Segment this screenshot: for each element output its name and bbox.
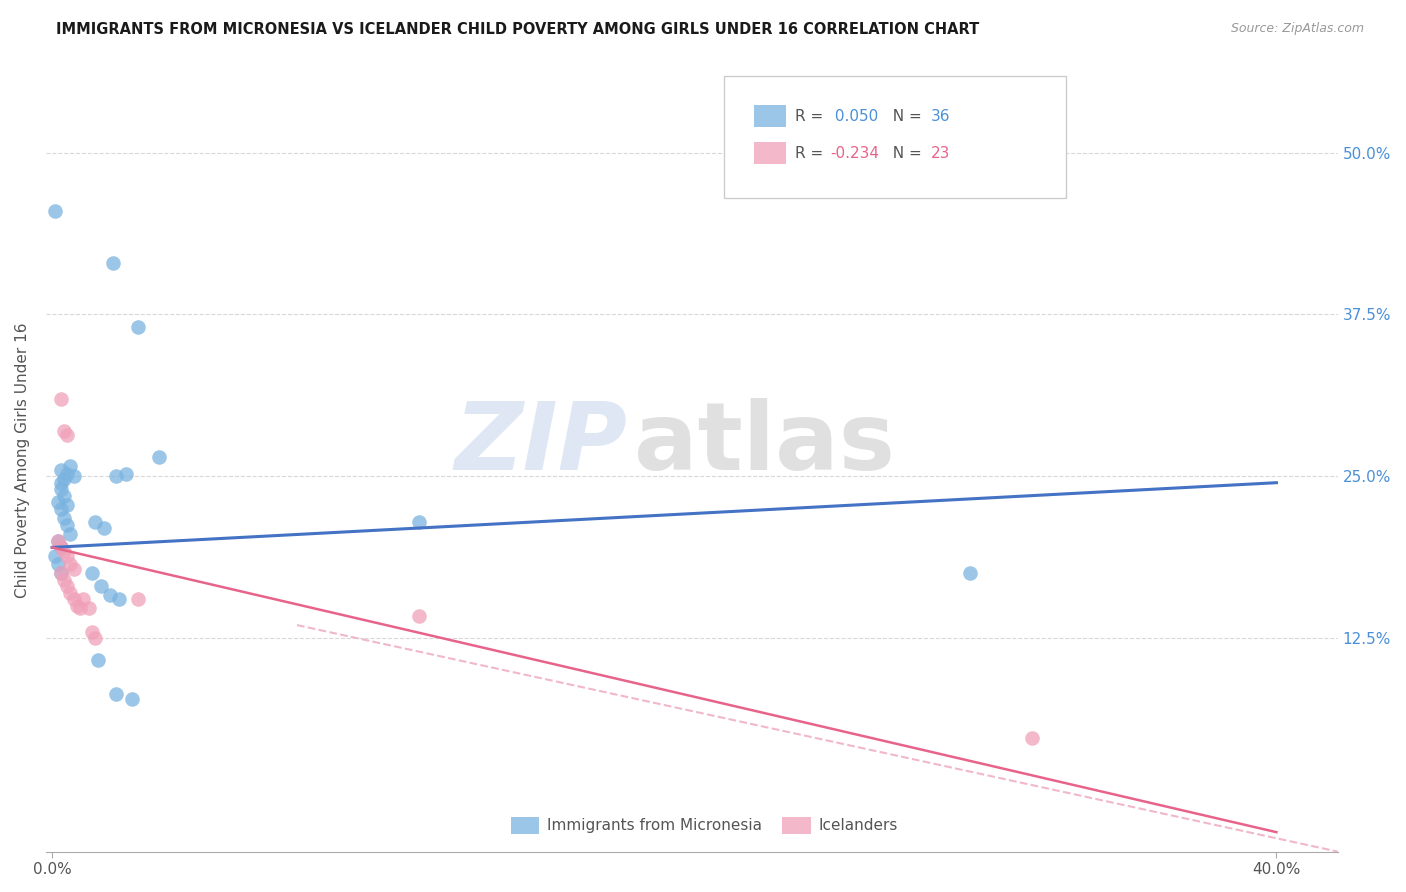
Point: [59, 527, 82, 541]
Point: [65, 599, 87, 613]
Point: [51, 541, 73, 555]
Point: [51, 566, 73, 581]
Point: [51, 463, 73, 477]
Point: [87, 653, 110, 667]
Point: [46, 558, 69, 572]
Text: ZIP: ZIP: [454, 399, 627, 491]
Point: [62, 592, 84, 607]
Point: [84, 515, 107, 529]
Y-axis label: Child Poverty Among Girls Under 16: Child Poverty Among Girls Under 16: [15, 322, 30, 598]
Text: N =: N =: [883, 109, 927, 124]
Point: [77, 601, 100, 615]
Point: [84, 631, 107, 645]
Point: [114, 467, 136, 481]
Point: [46, 495, 69, 509]
Text: 36: 36: [931, 109, 950, 124]
Point: [46, 533, 69, 548]
Point: [56, 467, 79, 481]
Text: -0.234: -0.234: [830, 145, 879, 161]
Point: [51, 482, 73, 496]
Point: [69, 601, 91, 615]
Point: [103, 255, 125, 269]
Point: [44, 549, 66, 564]
Text: IMMIGRANTS FROM MICRONESIA VS ICELANDER CHILD POVERTY AMONG GIRLS UNDER 16 CORRE: IMMIGRANTS FROM MICRONESIA VS ICELANDER …: [56, 22, 980, 37]
Point: [53, 544, 76, 558]
Point: [53, 489, 76, 503]
Point: [72, 592, 94, 607]
Point: [105, 687, 128, 701]
Point: [1021, 731, 1043, 745]
Point: [51, 541, 73, 555]
Point: [53, 573, 76, 587]
Point: [108, 592, 131, 607]
Point: [53, 510, 76, 524]
FancyBboxPatch shape: [782, 817, 811, 834]
Point: [959, 566, 981, 581]
Point: [59, 585, 82, 599]
Point: [51, 501, 73, 516]
Point: [148, 450, 170, 464]
Point: [80, 624, 103, 639]
Text: Source: ZipAtlas.com: Source: ZipAtlas.com: [1230, 22, 1364, 36]
Point: [53, 472, 76, 486]
Point: [105, 469, 128, 483]
FancyBboxPatch shape: [510, 817, 540, 834]
Text: R =: R =: [796, 145, 828, 161]
Point: [62, 469, 84, 483]
Point: [80, 566, 103, 581]
Point: [56, 498, 79, 512]
Point: [127, 592, 149, 607]
Point: [56, 427, 79, 442]
Point: [59, 458, 82, 473]
Point: [408, 609, 430, 624]
Text: 0.050: 0.050: [830, 109, 879, 124]
Point: [51, 475, 73, 490]
Point: [46, 533, 69, 548]
Point: [51, 392, 73, 406]
Point: [56, 549, 79, 564]
Point: [44, 203, 66, 218]
Point: [56, 518, 79, 533]
FancyBboxPatch shape: [754, 142, 786, 164]
Point: [51, 566, 73, 581]
Point: [408, 515, 430, 529]
Text: Immigrants from Micronesia: Immigrants from Micronesia: [547, 818, 762, 833]
Text: 23: 23: [931, 145, 950, 161]
Text: Icelanders: Icelanders: [818, 818, 898, 833]
Text: atlas: atlas: [634, 399, 894, 491]
FancyBboxPatch shape: [724, 77, 1066, 198]
Text: N =: N =: [883, 145, 927, 161]
Point: [56, 579, 79, 593]
Point: [62, 562, 84, 576]
Point: [93, 521, 115, 535]
Point: [121, 691, 143, 706]
Text: R =: R =: [796, 109, 828, 124]
Point: [98, 588, 121, 602]
Point: [53, 424, 76, 438]
Point: [90, 579, 112, 593]
Point: [59, 558, 82, 572]
Point: [127, 320, 149, 334]
FancyBboxPatch shape: [754, 105, 786, 128]
